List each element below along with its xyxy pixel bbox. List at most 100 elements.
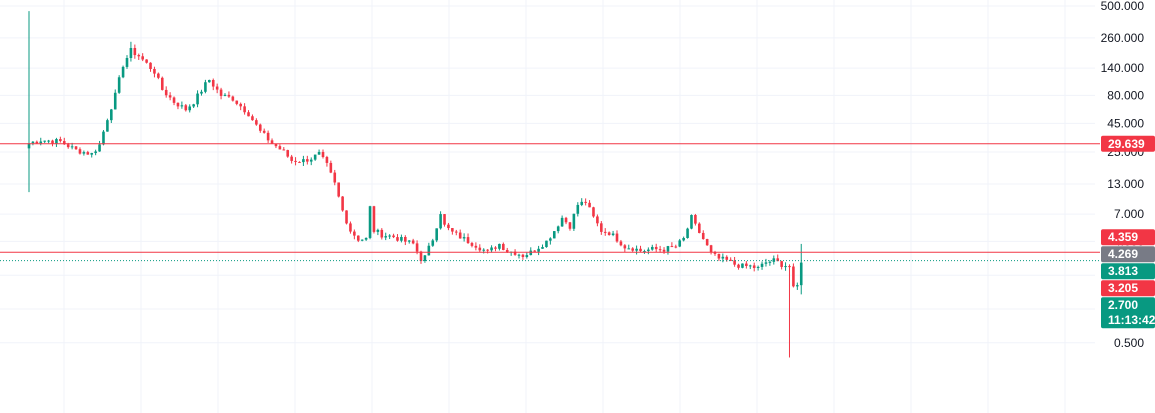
- candle-body: [745, 263, 748, 266]
- candle-body: [498, 243, 501, 249]
- candle-body: [211, 79, 215, 87]
- candle-body: [533, 250, 536, 252]
- candle-body: [451, 228, 454, 232]
- candle-body: [435, 228, 438, 241]
- candle-body: [733, 260, 736, 265]
- candle-body: [764, 262, 768, 264]
- candle-body: [643, 251, 646, 253]
- candle-body: [690, 215, 693, 229]
- candle-body: [478, 247, 482, 251]
- candle-body: [411, 240, 415, 244]
- candle-body: [541, 247, 544, 249]
- candle-body: [55, 139, 58, 144]
- candle-body: [647, 249, 650, 252]
- candle-body: [756, 266, 760, 268]
- price-tag-bg: [1101, 297, 1155, 329]
- candle-body: [494, 247, 497, 249]
- candle-body: [47, 140, 50, 142]
- candle-body: [564, 217, 568, 223]
- candle-body: [752, 265, 756, 268]
- candle-body: [321, 151, 325, 158]
- candle-body: [505, 249, 509, 253]
- candle-body: [521, 254, 525, 258]
- candle-body: [274, 143, 278, 147]
- candle-body: [635, 248, 638, 251]
- candle-body: [760, 263, 764, 267]
- candle-body: [231, 96, 235, 101]
- candle-body: [709, 245, 713, 253]
- candle-body: [317, 151, 321, 155]
- candle-body: [772, 258, 776, 262]
- candle-body: [529, 250, 533, 256]
- candle-body: [388, 235, 391, 237]
- candle-body: [364, 237, 368, 240]
- candle-body: [376, 229, 380, 232]
- candle-body: [290, 156, 293, 161]
- y-tick-label: 260.000: [1101, 31, 1145, 45]
- candle-body: [282, 149, 286, 151]
- candle-body: [592, 207, 595, 217]
- candle-body: [600, 223, 603, 232]
- candle-body: [380, 229, 384, 238]
- candle-body: [306, 159, 309, 162]
- candle-body: [490, 247, 493, 251]
- candle-body: [125, 58, 129, 67]
- candle-body: [106, 120, 109, 132]
- candle-body: [43, 140, 46, 142]
- price-tag-bg: [1101, 280, 1155, 297]
- candle-body: [262, 130, 266, 133]
- candle-body: [59, 139, 62, 142]
- candle-body: [176, 102, 180, 107]
- candle-body: [39, 141, 43, 144]
- candle-body: [639, 248, 642, 252]
- candle-body: [603, 231, 607, 233]
- price-tag-3.205: 3.205: [1101, 280, 1155, 297]
- price-tag-bg: [1101, 263, 1155, 280]
- candle-body: [423, 255, 427, 261]
- price-tag-bg: [1101, 229, 1155, 246]
- price-tag-bg: [1101, 246, 1155, 263]
- candle-body: [431, 240, 435, 246]
- candle-body: [384, 236, 388, 238]
- candle-body: [94, 151, 97, 154]
- candle-body: [556, 226, 560, 232]
- candle-body: [737, 264, 740, 268]
- candle-body: [748, 265, 752, 267]
- candle-body: [168, 95, 172, 98]
- candle-body: [701, 232, 705, 240]
- candle-body: [776, 258, 780, 262]
- candle-body: [419, 251, 423, 261]
- candle-body: [141, 56, 144, 60]
- candle-body: [502, 243, 505, 250]
- candle-body: [799, 262, 803, 286]
- candle-body: [329, 162, 333, 173]
- candle-body: [223, 94, 227, 96]
- candle-body: [129, 48, 133, 59]
- y-tick-label: 0.500: [1114, 336, 1144, 350]
- y-tick-label: 500.000: [1101, 0, 1145, 13]
- candle-body: [360, 239, 364, 241]
- candle-body: [713, 252, 717, 254]
- candle-body: [345, 210, 348, 224]
- candle-body: [400, 236, 403, 241]
- candle-body: [486, 249, 489, 251]
- candle-body: [31, 141, 35, 144]
- candle-body: [200, 91, 203, 94]
- candle-body: [788, 266, 791, 268]
- candle-body: [611, 233, 615, 235]
- candle-body: [705, 239, 709, 246]
- candle-body: [251, 116, 254, 121]
- candle-body: [596, 216, 599, 224]
- candle-body: [396, 237, 399, 241]
- price-tag-3.813: 3.813: [1101, 263, 1155, 280]
- candle-body: [404, 236, 407, 242]
- candle-body: [184, 105, 188, 111]
- candle-body: [239, 103, 242, 107]
- candle-body: [302, 159, 305, 163]
- candle-body: [164, 89, 168, 96]
- candle-body: [113, 92, 117, 110]
- candle-body: [188, 106, 192, 111]
- candle-body: [160, 77, 164, 90]
